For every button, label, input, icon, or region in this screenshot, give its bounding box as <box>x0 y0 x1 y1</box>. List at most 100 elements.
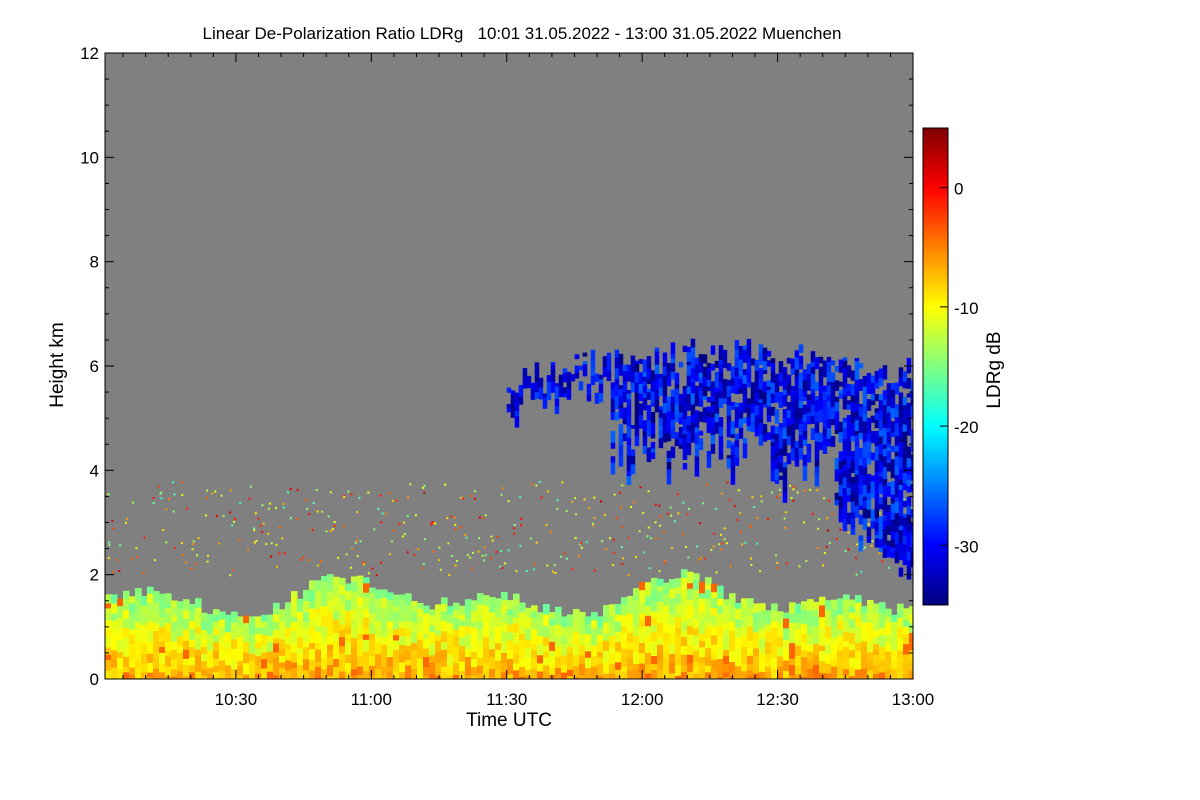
heatmap-cell <box>735 602 742 610</box>
heatmap-cell <box>172 510 175 513</box>
heatmap-cell <box>678 412 684 418</box>
heatmap-cell <box>618 389 624 398</box>
heatmap-cell <box>734 350 740 359</box>
heatmap-cell <box>654 393 660 400</box>
heatmap-cell <box>333 667 340 679</box>
heatmap-cell <box>774 441 780 446</box>
heatmap-cell <box>201 646 208 655</box>
heatmap-cell <box>554 393 560 400</box>
heatmap-cell <box>906 458 912 468</box>
y-tick-label: 4 <box>90 461 99 480</box>
heatmap-cell <box>794 390 800 400</box>
heatmap-cell <box>688 573 691 576</box>
heatmap-cell <box>417 608 424 617</box>
heatmap-cell <box>686 361 692 366</box>
heatmap-cell <box>674 414 680 423</box>
heatmap-cell <box>842 395 848 401</box>
heatmap-cell <box>886 443 892 448</box>
heatmap-cell <box>614 379 620 386</box>
heatmap-cell <box>123 627 130 639</box>
heatmap-cell <box>856 543 859 546</box>
heatmap-cell <box>844 549 847 552</box>
heatmap-cell <box>870 475 876 482</box>
heatmap-cell <box>658 426 664 431</box>
heatmap-cell <box>670 389 676 398</box>
heatmap-cell <box>802 421 808 432</box>
heatmap-cell <box>866 451 872 459</box>
heatmap-cell <box>843 675 850 679</box>
heatmap-cell <box>678 427 684 439</box>
heatmap-cell <box>782 389 788 396</box>
x-tick-label: 12:00 <box>621 690 664 709</box>
heatmap-cell <box>878 410 884 421</box>
heatmap-cell <box>518 396 524 405</box>
heatmap-cell <box>345 599 352 612</box>
heatmap-cell <box>765 677 772 679</box>
heatmap-cell <box>333 576 340 586</box>
heatmap-cell <box>593 569 596 572</box>
heatmap-cell <box>742 396 748 408</box>
heatmap-cell <box>327 657 334 666</box>
heatmap-cell <box>273 621 280 631</box>
heatmap-cell <box>399 662 406 673</box>
heatmap-cell <box>906 505 912 516</box>
heatmap-cell <box>303 659 310 671</box>
heatmap-cell <box>886 451 892 461</box>
heatmap-cell <box>654 347 660 353</box>
heatmap-cell <box>811 512 814 515</box>
heatmap-cell <box>165 608 172 614</box>
heatmap-cell <box>702 366 708 378</box>
heatmap-cell <box>597 676 604 679</box>
heatmap-cell <box>782 432 788 440</box>
heatmap-cell <box>670 514 672 517</box>
heatmap-cell <box>429 643 436 656</box>
heatmap-cell <box>513 532 516 535</box>
heatmap-cell <box>746 398 752 405</box>
heatmap-cell <box>543 678 550 679</box>
heatmap-cell <box>243 634 250 643</box>
heatmap-cell <box>825 679 832 688</box>
heatmap-cell <box>225 614 232 622</box>
heatmap-cell <box>165 666 172 677</box>
heatmap-cell <box>273 614 280 623</box>
heatmap-cell <box>657 633 664 639</box>
heatmap-cell <box>674 432 680 440</box>
heatmap-cell <box>375 574 378 577</box>
heatmap-cell <box>627 596 634 606</box>
heatmap-cell <box>669 662 676 674</box>
heatmap-cell <box>561 655 568 666</box>
heatmap-cell <box>381 654 388 667</box>
heatmap-cell <box>729 651 736 663</box>
heatmap-cell <box>882 437 888 445</box>
heatmap-cell <box>723 527 726 530</box>
heatmap-cell <box>794 376 800 387</box>
heatmap-cell <box>662 362 668 367</box>
heatmap-cell <box>758 378 764 390</box>
heatmap-cell <box>776 496 779 499</box>
heatmap-cell <box>393 635 400 642</box>
heatmap-cell <box>634 419 640 429</box>
heatmap-cell <box>890 397 896 409</box>
heatmap-cell <box>670 419 676 429</box>
heatmap-cell <box>750 413 756 423</box>
heatmap-cell <box>465 666 472 677</box>
heatmap-cell <box>610 456 616 461</box>
heatmap-cell <box>638 403 644 416</box>
heatmap-cell <box>663 593 670 607</box>
heatmap-cell <box>618 491 621 494</box>
heatmap-cell <box>153 675 160 679</box>
heatmap-cell <box>159 642 166 648</box>
heatmap-cell <box>465 656 472 667</box>
heatmap-cell <box>688 507 691 510</box>
heatmap-cell <box>621 648 628 657</box>
heatmap-cell <box>778 380 784 387</box>
heatmap-cell <box>291 606 298 618</box>
heatmap-cell <box>894 423 900 431</box>
heatmap-cell <box>111 603 118 615</box>
heatmap-cell <box>603 605 610 612</box>
heatmap-cell <box>847 548 850 551</box>
heatmap-cell <box>734 433 740 441</box>
heatmap-cell <box>333 633 340 642</box>
heatmap-cell <box>603 633 610 642</box>
heatmap-cell <box>108 544 111 547</box>
